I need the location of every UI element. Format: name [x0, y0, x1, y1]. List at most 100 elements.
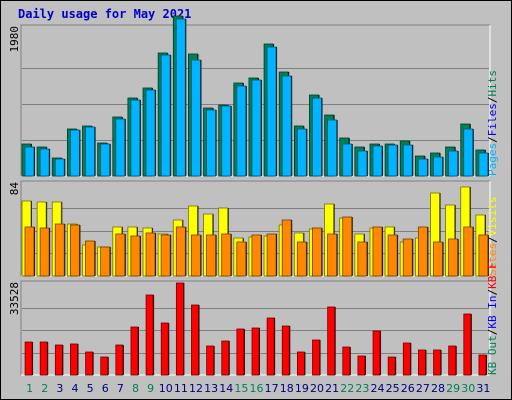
visits-panel-bar-sites — [236, 241, 247, 277]
day-label: 14 — [219, 382, 233, 395]
kbytes-panel-bar-kb-f — [327, 306, 336, 376]
chart-title: Daily usage for May 2021 — [18, 7, 192, 21]
day-labels: 1 2 3 4 5 6 7 8 9 10 11 12 13 14 15 16 17 18 19 20 21 22 23 24 2… — [26, 382, 490, 395]
hits-panel-bar-files — [402, 144, 413, 177]
hits-panel-bar-files — [281, 75, 292, 177]
hits-panel-bar-files — [296, 128, 307, 177]
day-label: 17 — [265, 382, 279, 395]
kbytes-panel-bar-kb-f — [418, 349, 426, 376]
kbytes-panel-bar-kb-f — [175, 282, 184, 376]
hits-panel-legend-entry: / — [486, 136, 499, 143]
hits-panel-bar-files — [39, 148, 50, 177]
visits-panel-bar-sites — [85, 240, 95, 277]
visits-panel-bar-sites — [342, 216, 353, 277]
day-label: 28 — [431, 382, 445, 395]
day-label: 5 — [87, 382, 94, 395]
hits-panel-bar-files — [448, 150, 459, 177]
kbytes-panel-bar-kb-f — [85, 351, 93, 376]
day-label: 3 — [56, 382, 63, 395]
day-label: 2 — [41, 382, 48, 395]
day-label: 8 — [132, 382, 139, 395]
kbytes-panel-bar-kb-f — [39, 341, 48, 376]
kbytes-panel-bar-kb-f — [160, 322, 169, 376]
kbytes-panel-bar-kb-f — [24, 341, 33, 376]
day-label: 25 — [386, 382, 400, 395]
kbytes-panel-bar-kb-f — [145, 294, 154, 376]
visits-panel-bar-sites — [372, 226, 383, 277]
day-label: 6 — [102, 382, 109, 395]
kbytes-panel-y-max-label: 33528 — [8, 282, 21, 315]
hits-panel-bar-files — [85, 126, 95, 177]
kbytes-panel-bar-kb-f — [312, 339, 320, 376]
kbytes-panel-bar-kb-f — [463, 313, 472, 376]
visits-panel-bar-sites — [478, 234, 489, 277]
day-label: 31 — [476, 382, 490, 395]
kbytes-panel-legend-entry: / — [486, 289, 499, 296]
hits-panel-legend-entry: Hits — [486, 70, 499, 97]
kbytes-panel-legend-entry: KB Out — [486, 335, 499, 375]
day-label: 11 — [174, 382, 188, 395]
day-label: 18 — [280, 382, 294, 395]
hits-panel-bar-files — [312, 97, 322, 177]
hits-panel-bar-files — [236, 85, 247, 177]
day-label: 24 — [371, 382, 385, 395]
day-label: 29 — [446, 382, 460, 395]
hits-panel-bar-files — [327, 119, 337, 177]
day-label: 13 — [204, 382, 218, 395]
visits-panel-bar-sites — [160, 234, 171, 277]
kbytes-panel-bar-kb-f — [115, 344, 124, 376]
kbytes-panel-bar-kb-f — [448, 345, 457, 376]
day-label: 23 — [355, 382, 369, 395]
day-label: 7 — [117, 382, 124, 395]
kbytes-panel-bar-kb-f — [100, 356, 109, 376]
kbytes-panel-bar-kb-f — [54, 344, 63, 376]
visits-panel-bar-sites — [251, 234, 262, 277]
hits-panel-bar-files — [100, 143, 111, 177]
kbytes-panel-legend: KB Out/KB In/KB F — [486, 262, 499, 375]
day-label: 16 — [250, 382, 264, 395]
hits-panel-bar-files — [54, 158, 65, 177]
hits-panel-bar-files — [206, 109, 216, 177]
day-label: 20 — [310, 382, 324, 395]
hits-panel-bar-files — [69, 129, 80, 177]
hits-panel-bar-files — [266, 46, 277, 177]
visits-panel-bar-sites — [327, 233, 337, 277]
kbytes-panel-bar-kb-f — [266, 317, 275, 376]
kbytes-panel-legend-entry: KB In — [486, 296, 499, 329]
visits-panel-bar-sites — [54, 223, 65, 277]
day-label: 9 — [147, 382, 154, 395]
kbytes-panel-bar-kb-f — [251, 327, 260, 376]
hits-panel-bar-files — [417, 158, 428, 177]
hits-panel-bar-files — [251, 79, 262, 177]
visits-panel-bar-sites — [69, 224, 80, 277]
kbytes-panel-bar-kb-f — [70, 343, 78, 376]
visits-panel-bar-sites — [296, 241, 307, 277]
visits-panel-bar-sites — [387, 234, 398, 277]
hits-panel-bar-files — [175, 18, 186, 177]
hits-panel-bar-files — [372, 145, 383, 177]
hits-panel-bar-files — [342, 143, 353, 177]
kbytes-panel-bar-kb-f — [433, 349, 441, 376]
kbytes-panel-bar-kb-f — [387, 356, 396, 376]
kbytes-panel-bar-kb-f — [221, 340, 230, 376]
visits-panel-bar-sites — [100, 246, 111, 277]
visits-panel-bar-sites — [417, 226, 428, 277]
visits-panel-bar-sites — [448, 238, 459, 277]
visits-panel-bar-sites — [24, 226, 35, 277]
day-label: 22 — [340, 382, 354, 395]
visits-panel-bar-sites — [145, 232, 156, 277]
kbytes-panel-legend-entry: KB F — [486, 262, 499, 289]
visits-panel-bar-sites — [266, 233, 277, 277]
visits-panel-bar-sites — [463, 226, 474, 277]
hits-panel-legend-entry: Pages — [486, 143, 499, 176]
day-label: 15 — [234, 382, 248, 395]
kbytes-panel-bar-kb-f — [478, 354, 487, 376]
hits-panel-bar-files — [463, 128, 474, 177]
hits-panel-bar-files — [357, 150, 368, 177]
visits-panel-bar-sites — [281, 219, 292, 277]
visits-panel-legend: Sites/Visits — [486, 197, 499, 277]
hits-panel-bar-files — [191, 59, 201, 177]
visits-panel-bar-sites — [130, 235, 141, 277]
